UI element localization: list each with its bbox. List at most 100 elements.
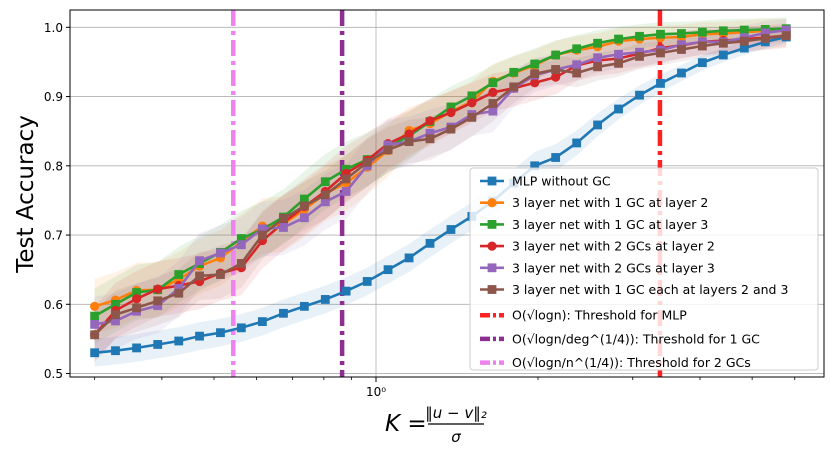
- data-point: [404, 137, 414, 146]
- data-point: [697, 58, 707, 68]
- y-tick-label: 0.7: [44, 229, 63, 243]
- data-point: [404, 129, 414, 139]
- data-point: [341, 187, 351, 196]
- data-point: [174, 270, 184, 279]
- legend: MLP without GC 3 layer net with 1 GC at l…: [469, 167, 819, 371]
- data-point: [446, 107, 456, 118]
- data-point: [488, 99, 498, 108]
- legend-label: 3 layer net with 1 GC each at layers 2 a…: [512, 282, 788, 297]
- data-point: [257, 224, 267, 234]
- y-tick-label: 0.6: [44, 298, 63, 312]
- data-point: [530, 78, 540, 88]
- legend-label: O(√logn): Threshold for MLP: [512, 308, 687, 323]
- data-point: [760, 28, 770, 38]
- data-point: [341, 174, 351, 184]
- data-point: [174, 288, 184, 298]
- data-point: [111, 316, 120, 326]
- data-point: [153, 340, 163, 349]
- data-point: [677, 29, 686, 38]
- data-point: [781, 25, 791, 35]
- data-point: [593, 120, 602, 130]
- data-point: [383, 265, 393, 275]
- data-point: [236, 240, 246, 250]
- data-point: [593, 38, 602, 48]
- x-axis-label-numerator: ‖u − v‖₂: [425, 404, 487, 422]
- data-point: [320, 295, 330, 304]
- data-point: [551, 65, 561, 74]
- data-point: [656, 48, 665, 58]
- data-point: [90, 311, 100, 321]
- data-point: [656, 29, 665, 39]
- grid: [70, 10, 824, 377]
- data-point: [718, 26, 728, 36]
- data-point: [446, 102, 456, 112]
- data-point: [488, 106, 498, 116]
- data-point: [614, 58, 623, 68]
- legend-marker: [487, 198, 497, 208]
- y-axis-label: Test Accuracy: [13, 115, 39, 274]
- legend-label: 3 layer net with 1 GC at layer 2: [512, 195, 708, 210]
- data-point: [257, 317, 267, 327]
- series-line: [93, 34, 787, 336]
- data-point: [488, 87, 498, 98]
- data-point: [216, 270, 225, 279]
- y-tick-label: 0.9: [44, 90, 63, 104]
- data-point: [111, 310, 120, 320]
- data-point: [236, 234, 246, 243]
- data-point: [404, 253, 414, 263]
- data-point: [299, 201, 309, 211]
- data-point: [614, 104, 623, 114]
- data-point: [320, 177, 330, 187]
- data-point: [739, 36, 749, 46]
- confidence-bands: [94, 17, 787, 367]
- data-point: [697, 27, 707, 37]
- data-point: [299, 213, 309, 223]
- data-point: [509, 82, 519, 92]
- legend-label: 3 layer net with 2 GCs at layer 3: [512, 260, 715, 275]
- x-axis-label-prefix: K =: [385, 411, 427, 437]
- legend-entry: O(√logn): Threshold for MLP: [480, 308, 687, 323]
- data-point: [572, 60, 582, 70]
- data-point: [446, 225, 456, 234]
- y-tick-label: 1.0: [44, 21, 63, 35]
- data-point: [153, 296, 163, 306]
- legend-box: [469, 167, 819, 371]
- data-point: [530, 161, 540, 171]
- data-point: [299, 194, 309, 204]
- data-point: [320, 197, 330, 207]
- data-point: [530, 59, 540, 69]
- y-tick-label: 0.8: [44, 159, 63, 173]
- series-mlp-without-gc: [90, 32, 791, 358]
- band-3-layer-net-with-2-gcs-at-layer-3: [94, 18, 787, 353]
- series-lines: [90, 24, 791, 358]
- data-point: [697, 41, 707, 51]
- legend-entry: O(√logn/n^(1/4)): Threshold for 2 GCs: [480, 355, 751, 370]
- data-point: [635, 51, 644, 61]
- data-point: [467, 98, 477, 108]
- legend-entry: 3 layer net with 2 GCs at layer 2: [480, 239, 715, 254]
- band-3-layer-net-with-1-gc-at-layer-2: [94, 18, 787, 335]
- data-point: [551, 153, 561, 162]
- data-point: [781, 31, 791, 41]
- data-point: [131, 294, 142, 304]
- data-point: [279, 223, 288, 232]
- y-tick-label: 0.5: [44, 367, 63, 381]
- data-point: [195, 271, 204, 281]
- legend-marker: [487, 285, 497, 294]
- data-point: [572, 68, 582, 78]
- legend-label: MLP without GC: [512, 174, 611, 189]
- series-3-layer-net-with-1-gc-each-at-layers-2-and-3: [90, 31, 791, 340]
- data-point: [572, 138, 582, 148]
- data-point: [153, 284, 163, 294]
- x-axis-label: K = ‖u − v‖₂ σ: [385, 404, 487, 446]
- legend-entry: 3 layer net with 1 GC at layer 2: [480, 195, 708, 210]
- legend-marker: [487, 263, 497, 273]
- data-point: [593, 53, 602, 63]
- x-axis-label-denominator: σ: [451, 428, 461, 446]
- data-point: [299, 301, 309, 311]
- data-point: [446, 124, 456, 134]
- data-point: [718, 50, 728, 60]
- data-point: [656, 79, 665, 88]
- data-point: [677, 68, 686, 78]
